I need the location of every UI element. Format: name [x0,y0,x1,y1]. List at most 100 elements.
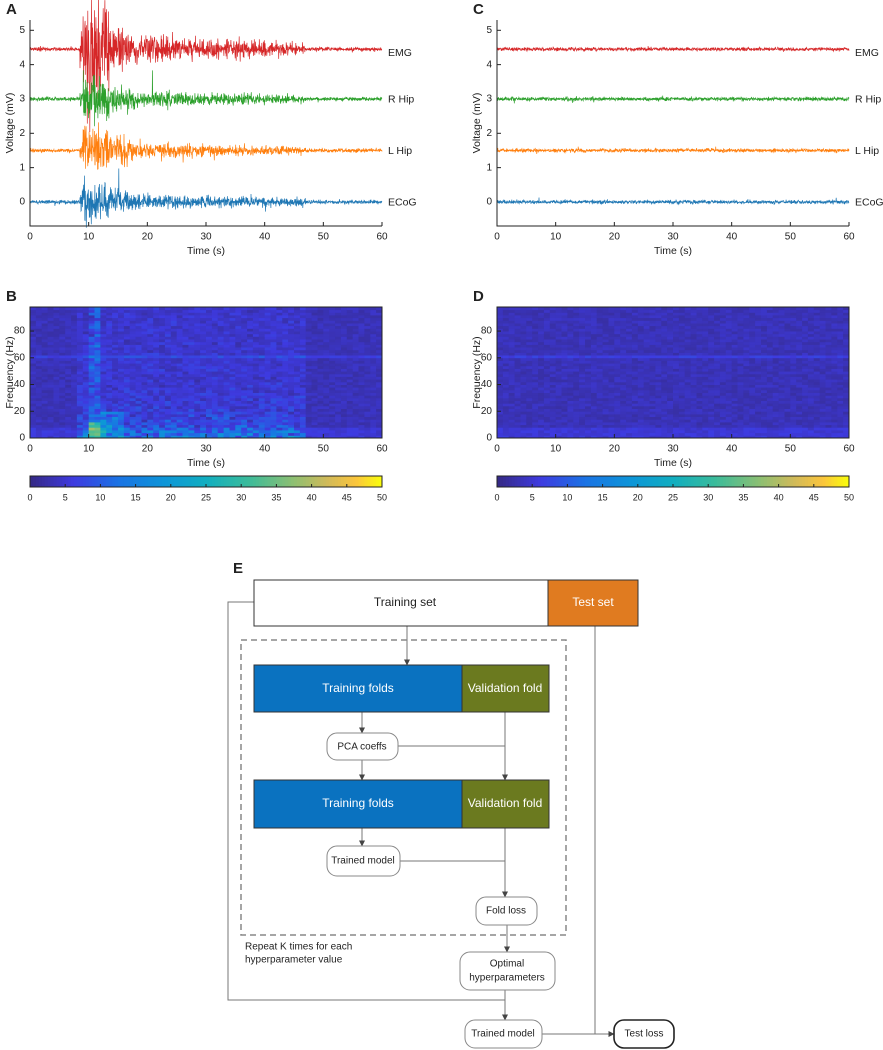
spectrogram-cell [335,333,342,337]
spectrogram-cell [118,336,125,340]
spectrogram-cell [532,360,539,364]
spectrogram-cell [702,357,709,361]
spectrogram-cell [667,376,674,380]
spectrogram-cell [620,419,627,423]
spectrogram-cell [549,347,557,351]
spectrogram-cell [696,427,703,431]
spectrogram-cell [53,408,60,412]
spectrogram-cell [288,336,295,340]
spectrogram-cell [620,357,627,361]
spectrogram-cell [567,389,574,393]
spectrogram-cell [673,424,680,428]
spectrogram-cell [30,432,37,436]
spectrogram-cell [340,403,348,407]
spectrogram-cell [41,357,48,361]
spectrogram-cell [608,416,615,420]
spectrogram-cell [71,312,78,316]
spectrogram-cell [590,320,598,324]
spectrogram-cell [47,432,54,436]
spectrogram-cell [317,341,324,345]
spectrogram-cell [200,333,207,337]
spectrogram-cell [614,403,621,407]
spectrogram-cell [35,344,43,348]
spectrogram-cell [305,427,312,431]
spectrogram-cell [526,365,533,369]
spectrogram-cell [82,430,90,434]
spectrogram-cell [508,379,515,383]
spectrogram-cell [561,349,568,353]
spectrogram-cell [579,403,586,407]
spectrogram-cell [661,320,668,324]
spectrogram-cell [30,392,37,396]
spectrogram-cell [223,371,230,375]
spectrogram-cell [258,413,266,417]
spectrogram-cell [643,419,650,423]
spectrogram-cell [649,336,656,340]
spectrogram-cell [241,403,248,407]
spectrogram-cell [649,422,656,426]
spectrogram-cell [59,365,66,369]
spectrogram-cell [153,349,160,353]
spectrogram-cell [311,307,318,311]
spectrogram-cell [182,397,189,401]
spectrogram-cell [235,395,242,399]
spectrogram-cell [514,411,521,415]
spectrogram-cell [678,307,686,311]
spectrogram-cell [502,333,510,337]
spectrogram-cell [352,371,359,375]
spectrogram-cell [100,355,107,359]
spectrogram-cell [106,317,113,321]
spectrogram-cell [608,368,615,372]
spectrogram-cell [538,339,545,343]
spectrogram-cell [211,355,219,359]
spectrogram-cell [217,323,224,327]
spectrogram-cell [596,363,603,367]
spectrogram-cell [112,408,119,412]
spectrogram-cell [94,325,101,329]
spectrogram-cell [637,411,645,415]
spectrogram-cell [206,352,213,356]
spectrogram-cell [182,387,189,391]
spectrogram-cell [106,363,113,367]
spectrogram-cell [170,352,178,356]
spectrogram-cell [579,411,586,415]
spectrogram-cell [53,373,60,377]
spectrogram-cell [135,371,142,375]
spectrogram-cell [370,416,377,420]
spectrogram-cell [176,395,183,399]
spectrogram-cell [123,323,131,327]
spectrogram-cell [76,368,84,372]
spectrogram-cell [59,307,66,311]
trace-label: R Hip [855,94,881,106]
spectrogram-cell [71,432,78,436]
spectrogram-cell [147,416,154,420]
spectrogram-cell [573,347,580,351]
spectrogram-cell [596,373,603,377]
spectrogram-cell [159,365,166,369]
spectrogram-cell [194,328,201,332]
spectrogram-cell [294,419,301,423]
spectrogram-cell [667,389,674,393]
spectrogram-cell [585,373,592,377]
spectrogram-cell [229,328,236,332]
spectrogram-cell [176,360,183,364]
spectrogram-cell [346,397,354,401]
spectrogram-cell [258,384,266,388]
spectrogram-cell [514,357,521,361]
spectrogram-cell [311,411,318,415]
spectrogram-cell [579,371,586,375]
spectrogram-cell [94,400,101,404]
spectrogram-cell [229,357,236,361]
colorbar-step [282,476,286,487]
spectrogram-cell [235,307,242,311]
spectrogram-cell [684,363,691,367]
spectrogram-cell [76,411,84,415]
spectrogram-cell [170,368,178,372]
spectrogram-cell [194,416,201,420]
spectrogram-cell [376,339,383,343]
spectrogram-cell [620,416,627,420]
spectrogram-cell [112,323,119,327]
spectrogram-cell [223,333,230,337]
spectrogram-cell [35,430,43,434]
spectrogram-cell [311,349,318,353]
